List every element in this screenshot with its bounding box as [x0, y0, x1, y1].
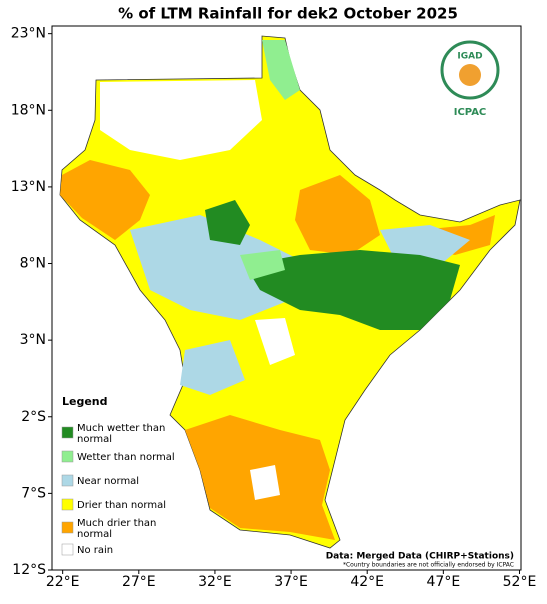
x-tick-label: 32°E	[198, 574, 232, 590]
x-tick-label: 42°E	[350, 574, 384, 590]
x-tick-label: 37°E	[274, 574, 308, 590]
no-rain-kenya	[255, 318, 295, 365]
legend-label: No rain	[77, 545, 113, 556]
y-tick-label: 7°S	[21, 485, 46, 501]
x-tick-label: 22°E	[46, 574, 80, 590]
y-tick-label: 8°N	[20, 256, 46, 272]
orange-west-sudan	[60, 160, 150, 240]
legend-label: Much drier than normal	[77, 518, 156, 540]
no-rain-tanzania	[250, 465, 280, 500]
green-south-sudan	[205, 200, 250, 245]
green-ethiopia	[245, 250, 460, 330]
legend-swatch	[61, 521, 74, 534]
logo: IGAD ICPAC	[440, 40, 500, 118]
no-rain-north	[100, 80, 262, 160]
y-tick-label: 23°N	[11, 26, 46, 42]
y-tick-label: 2°S	[21, 409, 46, 425]
legend-swatch	[61, 543, 74, 556]
x-tick-label: 47°E	[427, 574, 461, 590]
legend-label-line: normal	[77, 529, 112, 540]
logo-emblem	[459, 64, 481, 86]
legend-swatch	[61, 426, 74, 439]
orange-ethiopia	[295, 175, 380, 255]
y-tick-label: 3°N	[20, 332, 46, 348]
y-tick-label: 12°S	[12, 562, 46, 578]
blue-central	[130, 215, 300, 320]
legend-title: Legend	[62, 395, 108, 408]
map-regions	[59, 35, 521, 549]
x-tick-label: 52°E	[503, 574, 537, 590]
note: *Country boundaries are not officially e…	[343, 562, 514, 569]
legend-label: Wetter than normal	[77, 452, 175, 463]
legend-label-line: Much drier than	[77, 518, 156, 529]
map-title: % of LTM Rainfall for dek2 October 2025	[118, 5, 458, 23]
legend-label-line: normal	[77, 434, 112, 445]
legend-label: Drier than normal	[77, 500, 166, 511]
y-tick-label: 18°N	[11, 102, 46, 118]
legend-label: Near normal	[77, 476, 139, 487]
green-north	[262, 40, 300, 100]
legend-label-line: Much wetter than	[77, 423, 165, 434]
legend-swatch	[61, 474, 74, 487]
legend-swatch	[61, 450, 74, 463]
logo-subtitle: ICPAC	[454, 107, 487, 118]
green-light	[240, 250, 285, 280]
legend-swatch	[61, 498, 74, 511]
x-tick-label: 27°E	[122, 574, 156, 590]
y-tick-label: 13°N	[11, 179, 46, 195]
map-frame	[51, 25, 522, 571]
legend-label: Much wetter than normal	[77, 423, 165, 445]
logo-name: IGAD	[457, 52, 482, 62]
blue-west	[180, 340, 245, 395]
data-source: Data: Merged Data (CHIRP+Stations)	[326, 552, 514, 562]
